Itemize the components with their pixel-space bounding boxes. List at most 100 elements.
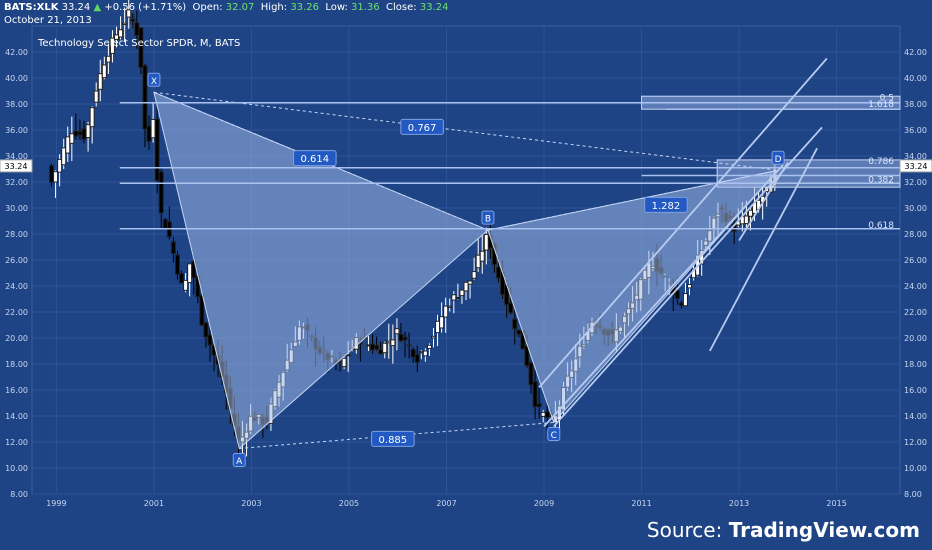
ticker-symbol: BATS:XLK [4,2,59,13]
candle-body [142,65,148,130]
fib-level-label: 0.786 [868,157,894,167]
ratio-label-box [293,150,337,167]
pattern-point-label: B [485,215,491,225]
candle-body [394,328,400,335]
pattern-point-box [147,72,161,87]
candle-body [674,290,680,299]
candle-body [483,234,489,251]
y-tick-label-left: 36.00 [5,126,28,135]
candle-body [341,357,347,368]
candle-body [370,343,376,351]
y-tick-label-right: 10.00 [904,464,927,473]
candle-body [532,381,538,408]
candle-body [439,316,445,329]
chart-title: Technology Select Sector SPDR, M, BATS [37,38,240,49]
candle-body [49,165,55,183]
y-tick-label-right: 34.00 [904,152,927,161]
y-tick-label-left: 40.00 [5,74,28,83]
ratio-label: 0.614 [301,154,330,165]
pattern-dotted-line [487,169,779,231]
candle-body [496,266,502,279]
y-tick-label-left: 34.00 [5,152,28,161]
candle-body [467,280,473,285]
trend-channel-line [553,126,823,428]
y-tick-label-right: 28.00 [904,230,927,239]
candle-body [179,273,185,284]
y-tick-label-left: 28.00 [5,230,28,239]
candle-body [130,18,136,22]
header-date: October 21, 2013 [4,15,92,26]
y-tick-label-right: 36.00 [904,126,927,135]
candle-body [53,171,59,183]
candle-body [101,64,107,79]
candle-body [207,334,213,346]
pattern-point-box [481,210,495,225]
candle-body [528,362,534,386]
last-price: 33.24 [61,2,91,13]
source-name: TradingView.com [728,518,920,542]
y-tick-label-left: 26.00 [5,256,28,265]
candle-body [345,354,351,357]
candle-body [512,318,518,330]
x-tick-label: 2011 [631,499,651,508]
candle-body [89,107,95,128]
last-price-tag [0,159,33,173]
candle-body [65,136,71,154]
ratio-label-box [371,430,415,447]
up-arrow-icon: ▲ [93,2,102,13]
x-tick-label: 2001 [144,499,164,508]
candle-body [365,344,371,347]
candle-body [536,403,542,408]
y-tick-label-right: 8.00 [904,490,922,499]
y-tick-label-left: 8.00 [10,490,28,499]
y-tick-label-left: 32.00 [5,178,28,187]
y-tick-label-right: 40.00 [904,74,927,83]
y-tick-label-left: 22.00 [5,308,28,317]
pattern-dotted-line [153,91,779,171]
candle-body [516,329,522,335]
candle-body [451,294,457,301]
candle-body [61,147,67,166]
candle-body [402,336,408,341]
low-label: Low: [325,2,348,13]
x-tick-label: 2007 [436,499,456,508]
pattern-point-label: D [775,155,782,165]
candle-body [406,344,412,347]
y-tick-label-right: 42.00 [904,48,927,57]
trend-channel-line [738,162,789,241]
high-value: 33.26 [290,2,319,13]
y-tick-label-right: 38.00 [904,100,927,109]
candle-body [430,335,436,339]
candle-body [682,293,688,307]
candle-body [418,351,424,354]
candle-body [435,320,441,334]
last-price-tag-right-label: 33.24 [905,162,928,171]
candle-body [678,302,684,306]
candle-body [162,218,168,230]
candle-body [73,130,79,137]
candle-body [134,22,140,36]
y-tick-label-left: 24.00 [5,282,28,291]
pattern-point-box [232,453,246,467]
y-tick-label-right: 12.00 [904,438,927,447]
candle-body [77,131,83,136]
candle-body [471,271,477,279]
candle-body [475,254,481,269]
candle-body [747,209,753,217]
x-tick-label: 2005 [339,499,359,508]
ratio-label-box [400,118,444,135]
candle-body [540,411,546,417]
y-tick-label-left: 42.00 [5,48,28,57]
open-label: Open: [192,2,223,13]
fib-level-label: 0.618 [868,221,894,231]
bcd-triangle [487,169,780,424]
candle-body [687,284,693,289]
y-tick-label-left: 16.00 [5,386,28,395]
candle-body [447,305,453,308]
candle-body [191,260,197,279]
close-label: Close: [386,2,417,13]
candle-body [455,296,461,299]
y-tick-label-right: 26.00 [904,256,927,265]
candle-body [81,128,87,140]
pattern-point-box [547,427,561,441]
